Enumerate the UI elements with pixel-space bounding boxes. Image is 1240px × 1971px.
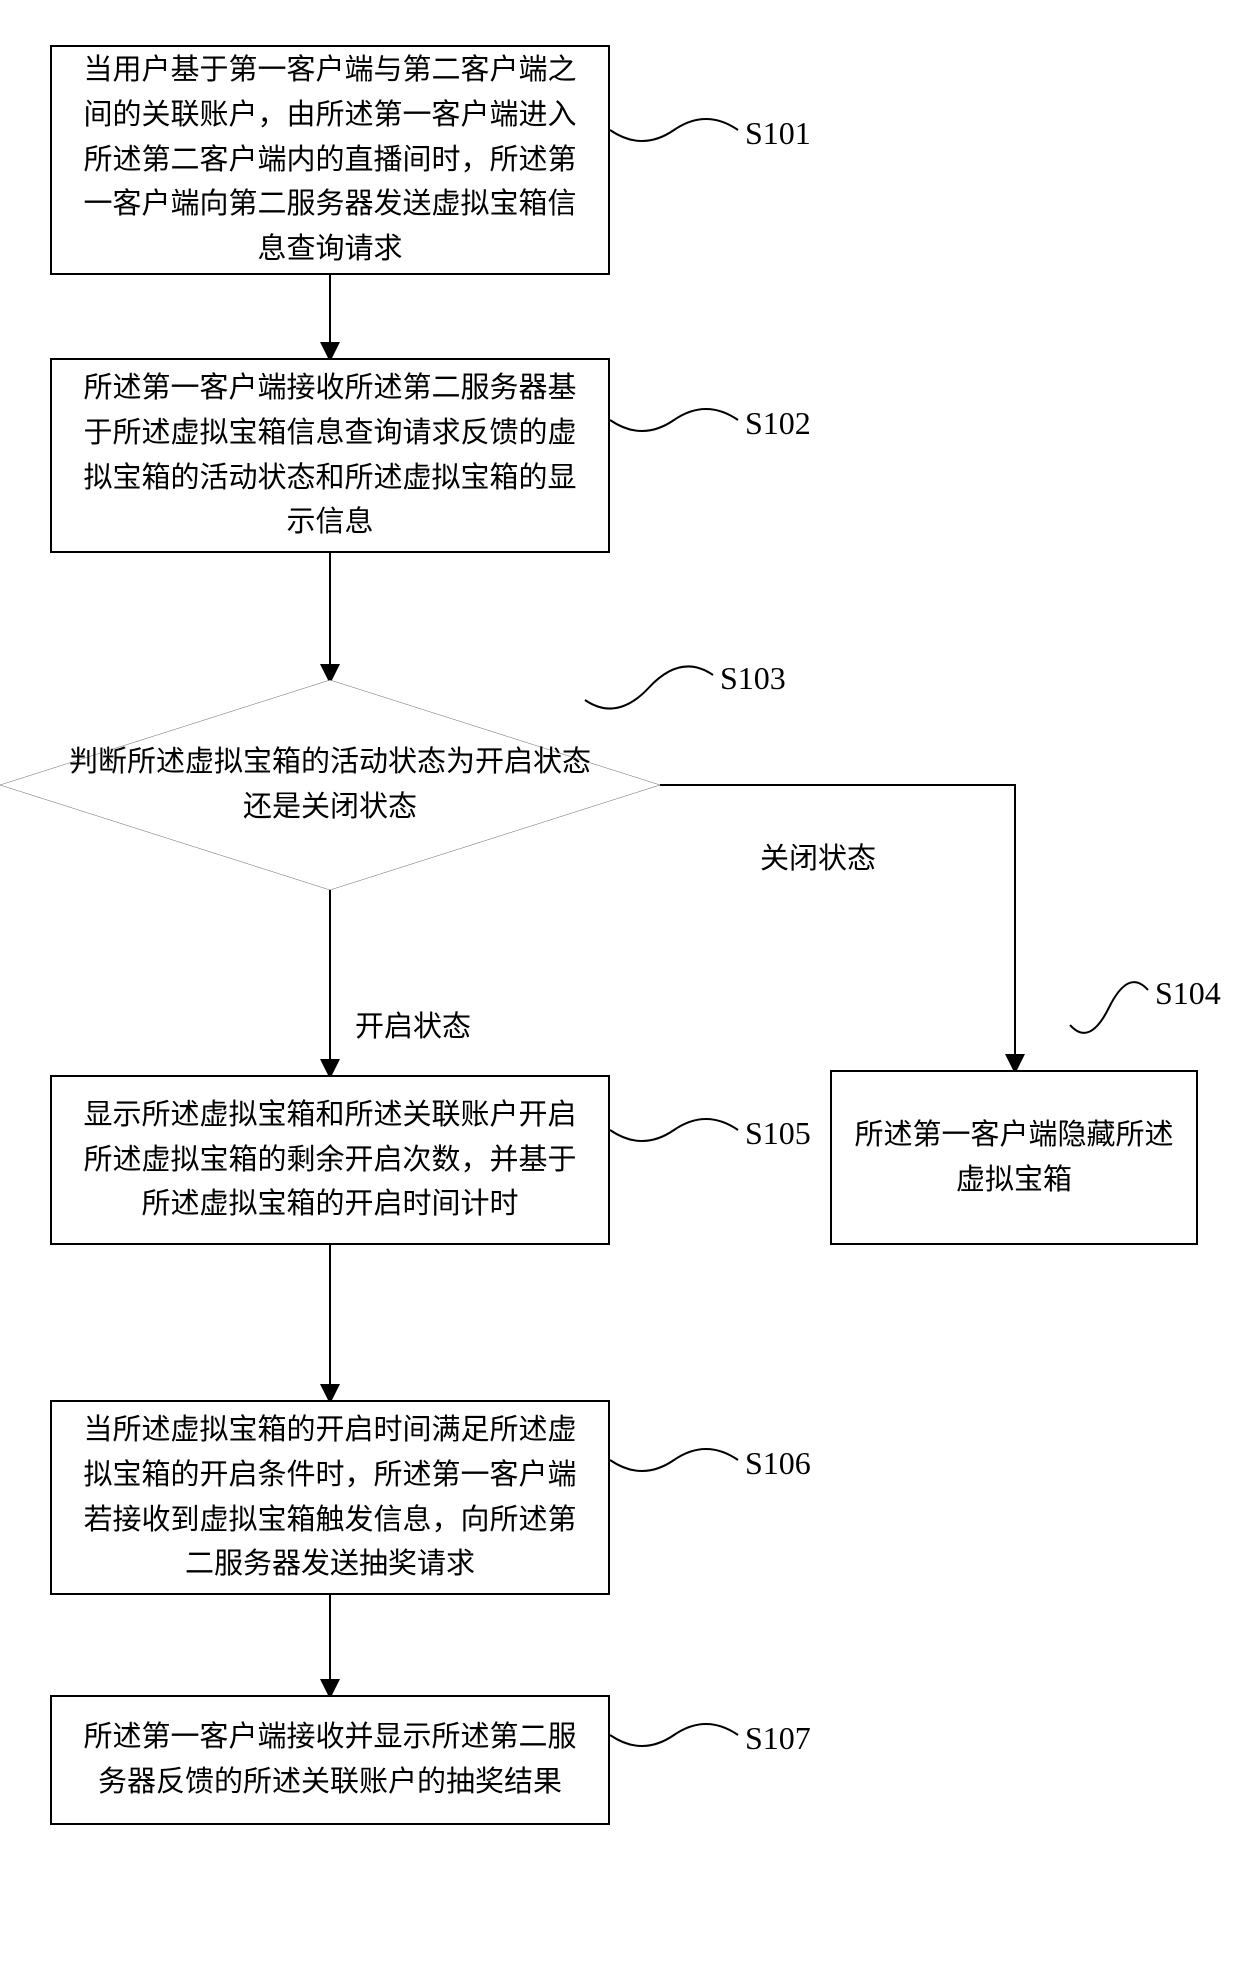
step-label-s104: S104 [1155, 975, 1221, 1012]
node-s105: 显示所述虚拟宝箱和所述关联账户开启所述虚拟宝箱的剩余开启次数，并基于所述虚拟宝箱… [50, 1075, 610, 1245]
step-label-s103: S103 [720, 660, 786, 697]
connector-layer [0, 0, 1240, 1971]
edge-label-open: 开启状态 [355, 1003, 471, 1045]
step-label-s106: S106 [745, 1445, 811, 1482]
edge-label-close: 关闭状态 [760, 835, 876, 877]
node-s104: 所述第一客户端隐藏所述虚拟宝箱 [830, 1070, 1198, 1245]
node-s102: 所述第一客户端接收所述第二服务器基于所述虚拟宝箱信息查询请求反馈的虚拟宝箱的活动… [50, 358, 610, 553]
node-s104-text: 所述第一客户端隐藏所述虚拟宝箱 [850, 1113, 1178, 1203]
node-s107-text: 所述第一客户端接收并显示所述第二服务器反馈的所述关联账户的抽奖结果 [70, 1715, 590, 1805]
node-s103-text: 判断所述虚拟宝箱的活动状态为开启状态还是关闭状态 [0, 740, 660, 830]
step-label-s101: S101 [745, 115, 811, 152]
node-s107: 所述第一客户端接收并显示所述第二服务器反馈的所述关联账户的抽奖结果 [50, 1695, 610, 1825]
step-label-s102: S102 [745, 405, 811, 442]
node-s101-text: 当用户基于第一客户端与第二客户端之间的关联账户，由所述第一客户端进入所述第二客户… [70, 48, 590, 273]
node-s106: 当所述虚拟宝箱的开启时间满足所述虚拟宝箱的开启条件时，所述第一客户端若接收到虚拟… [50, 1400, 610, 1595]
step-label-s105: S105 [745, 1115, 811, 1152]
node-s106-text: 当所述虚拟宝箱的开启时间满足所述虚拟宝箱的开启条件时，所述第一客户端若接收到虚拟… [70, 1408, 590, 1588]
node-s102-text: 所述第一客户端接收所述第二服务器基于所述虚拟宝箱信息查询请求反馈的虚拟宝箱的活动… [70, 366, 590, 546]
node-s105-text: 显示所述虚拟宝箱和所述关联账户开启所述虚拟宝箱的剩余开启次数，并基于所述虚拟宝箱… [70, 1093, 590, 1228]
node-s103-decision: 判断所述虚拟宝箱的活动状态为开启状态还是关闭状态 [0, 680, 660, 890]
flowchart-canvas: 当用户基于第一客户端与第二客户端之间的关联账户，由所述第一客户端进入所述第二客户… [0, 0, 1240, 1971]
node-s101: 当用户基于第一客户端与第二客户端之间的关联账户，由所述第一客户端进入所述第二客户… [50, 45, 610, 275]
step-label-s107: S107 [745, 1720, 811, 1757]
